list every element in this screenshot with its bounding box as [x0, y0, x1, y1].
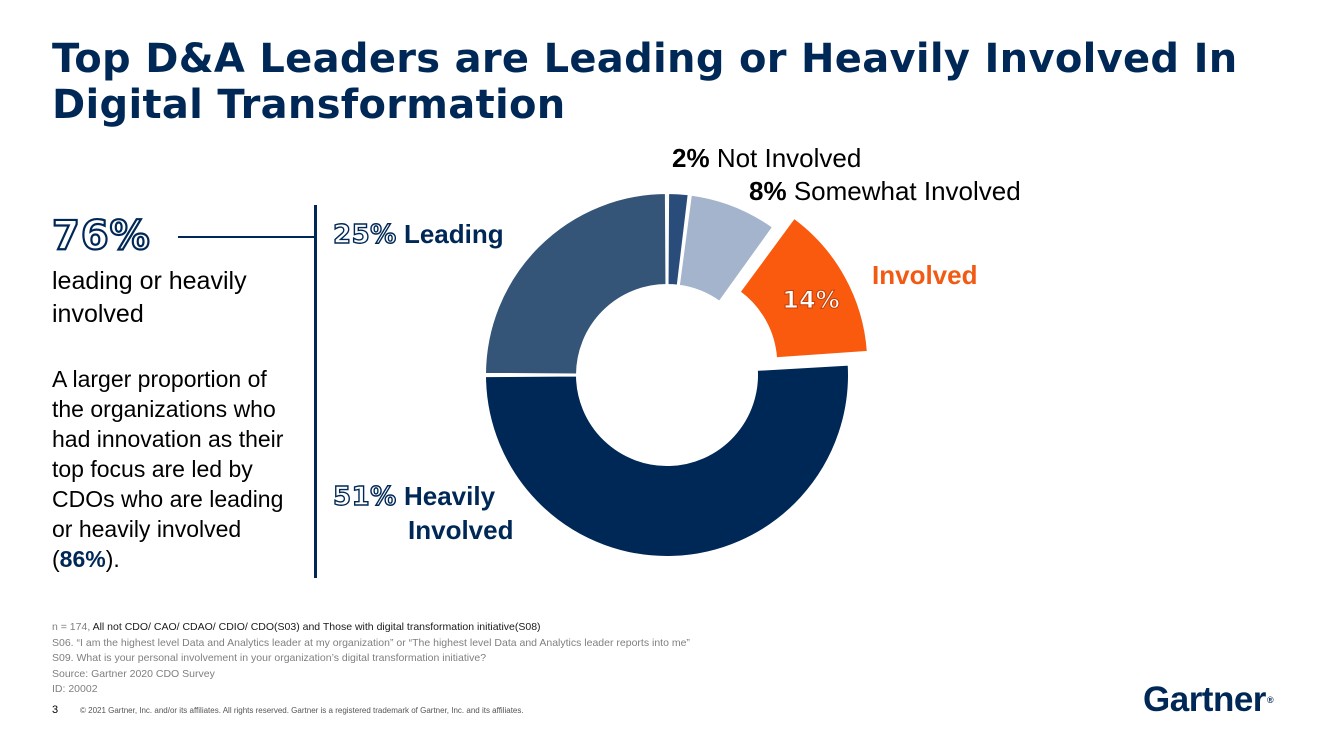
footnote-source: Source: Gartner 2020 CDO Survey: [52, 667, 215, 680]
page-number: 3: [52, 704, 59, 716]
stat-divider-line: [314, 205, 317, 578]
footnote-sample: n = 174, All not CDO/ CAO/ CDAO/ CDIO/ C…: [52, 620, 952, 636]
donut-slice-leading: [483, 191, 668, 376]
donut-slices: [483, 191, 869, 558]
donut-slice-heavily-involved: [483, 363, 850, 558]
stat-connector-line: [178, 236, 314, 238]
label-heavily-involved: 51% Heavily Involved: [332, 480, 514, 547]
gartner-logo-text: Gartner: [1143, 680, 1266, 719]
label-heavily-involved-line1: Heavily: [403, 481, 496, 511]
footnote-s09: S09. What is your personal involvement i…: [52, 652, 487, 664]
label-not-involved: 2% Not Involved: [672, 142, 861, 175]
label-leading: 25% Leading: [332, 218, 504, 252]
copyright: © 2021 Gartner, Inc. and/or its affiliat…: [80, 706, 524, 715]
body-text-before: A larger proportion of the organizations…: [52, 366, 284, 572]
headline-stat-description: leading or heavily involved: [52, 267, 247, 328]
donut-slice-somewhat-involved: [677, 193, 775, 304]
donut-slice-involved: [738, 216, 869, 360]
label-not-involved-pct: 2%: [672, 143, 710, 173]
donut-chart: 14%: [483, 191, 869, 558]
footnote-id: ID: 20002: [52, 683, 98, 695]
label-leading-text: Leading: [403, 219, 504, 249]
label-not-involved-text: Not Involved: [716, 143, 862, 173]
donut-slice-not-involved: [666, 191, 690, 287]
footnotes: n = 174, All not CDO/ CAO/ CDAO/ CDIO/ C…: [52, 620, 952, 698]
label-somewhat-involved: 8% Somewhat Involved: [749, 175, 1021, 208]
body-text-after: ).: [105, 546, 120, 572]
gartner-logo: Gartner®: [1143, 680, 1274, 720]
label-heavily-involved-line2: Involved: [408, 515, 514, 545]
gartner-logo-mark: ®: [1266, 695, 1274, 705]
body-highlight: 86%: [59, 546, 106, 572]
body-paragraph: A larger proportion of the organizations…: [52, 364, 302, 574]
footnote-sample-main: All not CDO/ CAO/ CDAO/ CDIO/ CDO(S03) a…: [92, 621, 541, 633]
footnote-s06: S06. “I am the highest level Data and An…: [52, 636, 690, 649]
headline-stat-value: 76%: [51, 212, 151, 260]
footnote-sample-prefix: n = 174,: [52, 621, 93, 633]
slice-label-involved: 14%: [782, 286, 839, 314]
label-somewhat-involved-text: Somewhat Involved: [793, 176, 1021, 206]
label-involved: Involved: [872, 260, 978, 290]
label-leading-pct: 25%: [332, 219, 397, 250]
label-heavily-involved-pct: 51%: [332, 481, 397, 512]
page-title: Top D&A Leaders are Leading or Heavily I…: [52, 36, 1238, 128]
label-somewhat-involved-pct: 8%: [749, 176, 787, 206]
